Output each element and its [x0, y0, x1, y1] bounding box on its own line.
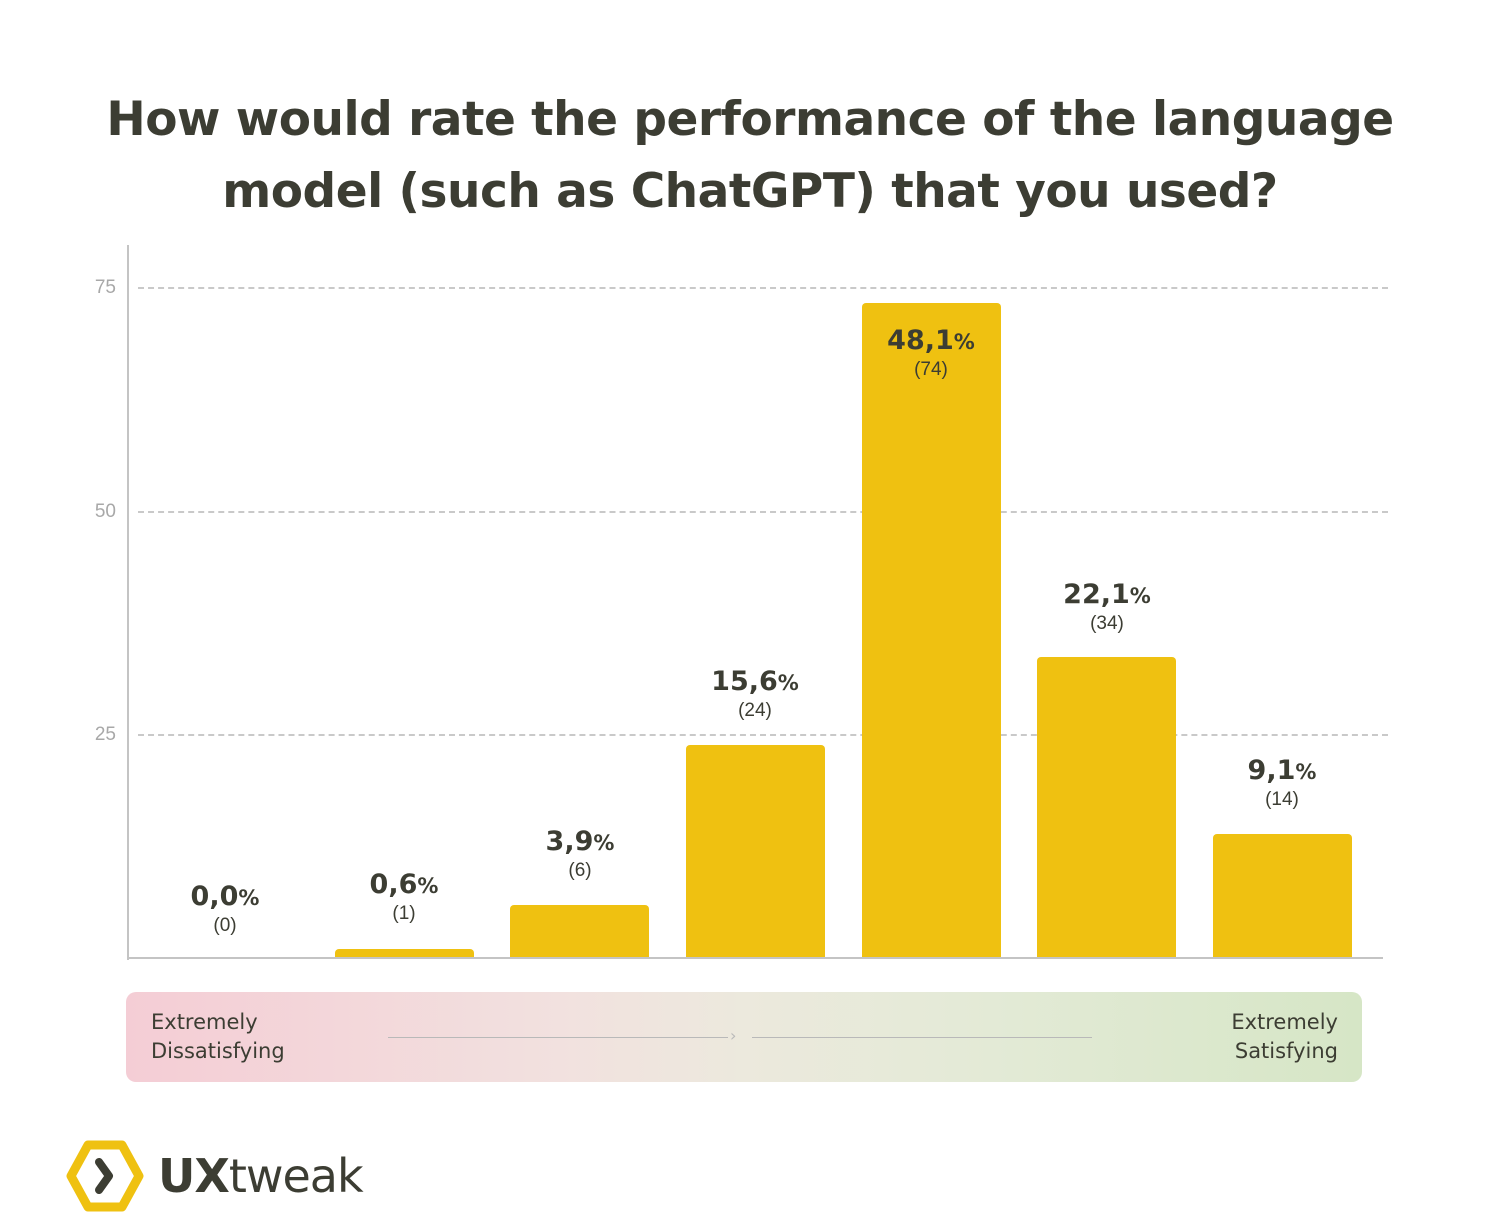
bar-2: [335, 949, 474, 958]
y-axis: [127, 245, 129, 960]
bar-3: [510, 905, 649, 958]
bar-pct: 0,6: [369, 869, 418, 900]
x-axis: [127, 957, 1383, 959]
uxtweak-logo: UXtweak: [66, 1140, 364, 1212]
bar-pct: 15,6: [711, 666, 778, 697]
bar-label-1: 0,0% (0): [125, 882, 325, 939]
bar-count: (24): [738, 700, 772, 721]
bar-label-3: 3,9% (6): [480, 827, 680, 884]
chart-title-line-2: model (such as ChatGPT) that you used?: [222, 164, 1278, 219]
scale-label-dissatisfying: Extremely Dissatisfying: [151, 1010, 285, 1063]
plot-area: 75 50 25 0,0% (0) 0,6% (1) 3,9% (6) 15,6…: [94, 245, 1388, 960]
gridline-75: [138, 287, 1388, 289]
bar-count: (0): [213, 915, 237, 936]
y-tick-50: 50: [94, 501, 116, 522]
chart-title-line-1: How would rate the performance of the la…: [106, 92, 1394, 147]
rating-scale-legend: Extremely Dissatisfying › Extremely Sati…: [126, 992, 1362, 1082]
chart-title: How would rate the performance of the la…: [0, 84, 1500, 228]
bar-label-5: 48,1% (74): [831, 326, 1031, 383]
bar-label-2: 0,6% (1): [304, 870, 504, 927]
y-tick-25: 25: [94, 724, 116, 745]
scale-line-right: [752, 1037, 1092, 1038]
bar-pct: 3,9: [545, 826, 594, 857]
logo-wordmark: UXtweak: [158, 1149, 364, 1203]
bar-6: [1037, 657, 1176, 958]
y-tick-75: 75: [94, 277, 116, 298]
bar-5: [862, 303, 1001, 958]
gridline-50: [138, 511, 1388, 513]
scale-line-left: [388, 1037, 728, 1038]
bar-label-7: 9,1% (14): [1182, 756, 1382, 813]
bar-7: [1213, 834, 1352, 958]
bar-pct: 48,1: [887, 325, 954, 356]
bar-label-4: 15,6% (24): [655, 667, 855, 724]
bar-pct: 22,1: [1063, 579, 1130, 610]
bar-pct: 0,0: [190, 881, 239, 912]
gridline-25: [138, 734, 1388, 736]
bar-label-6: 22,1% (34): [1007, 580, 1207, 637]
bar-count: (34): [1090, 613, 1124, 634]
bar-count: (74): [914, 359, 948, 380]
bar-count: (14): [1265, 789, 1299, 810]
bar-count: (6): [568, 860, 592, 881]
hexagon-chevron-logo-icon: [66, 1140, 144, 1212]
scale-label-satisfying: Extremely Satisfying: [1231, 1010, 1338, 1063]
bar-count: (1): [392, 903, 416, 924]
chevron-right-icon: ›: [730, 1026, 737, 1045]
bar-pct: 9,1: [1247, 755, 1296, 786]
bar-4: [686, 745, 825, 958]
